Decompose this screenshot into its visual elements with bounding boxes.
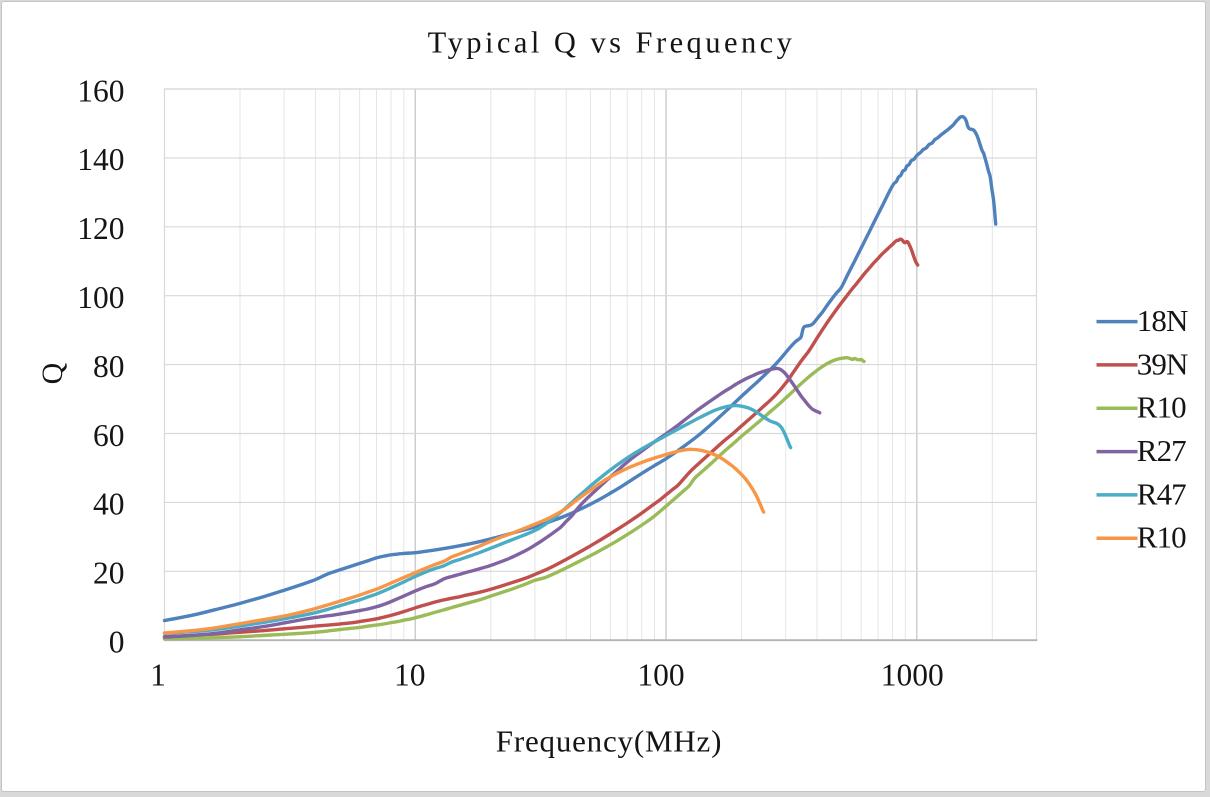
- svg-text:100: 100: [637, 658, 684, 693]
- svg-text:Typical Q vs Frequency: Typical Q vs Frequency: [428, 26, 796, 60]
- svg-text:40: 40: [93, 487, 125, 522]
- svg-text:39N: 39N: [1137, 346, 1188, 381]
- svg-text:0: 0: [109, 625, 125, 660]
- svg-text:60: 60: [93, 418, 125, 453]
- svg-text:80: 80: [93, 349, 125, 384]
- svg-text:10: 10: [394, 658, 426, 693]
- svg-text:20: 20: [93, 556, 125, 591]
- svg-text:R47: R47: [1137, 476, 1186, 511]
- svg-text:R10: R10: [1137, 390, 1186, 425]
- svg-text:R27: R27: [1137, 433, 1186, 468]
- svg-text:140: 140: [77, 142, 124, 177]
- svg-text:Frequency(MHz): Frequency(MHz): [496, 724, 722, 759]
- svg-text:1000: 1000: [881, 658, 944, 693]
- svg-text:100: 100: [77, 280, 124, 315]
- svg-text:R10: R10: [1137, 520, 1186, 555]
- svg-text:160: 160: [77, 73, 124, 108]
- svg-text:Q: Q: [36, 362, 69, 384]
- svg-text:1: 1: [150, 658, 166, 693]
- svg-text:120: 120: [77, 211, 124, 246]
- svg-text:18N: 18N: [1137, 303, 1188, 338]
